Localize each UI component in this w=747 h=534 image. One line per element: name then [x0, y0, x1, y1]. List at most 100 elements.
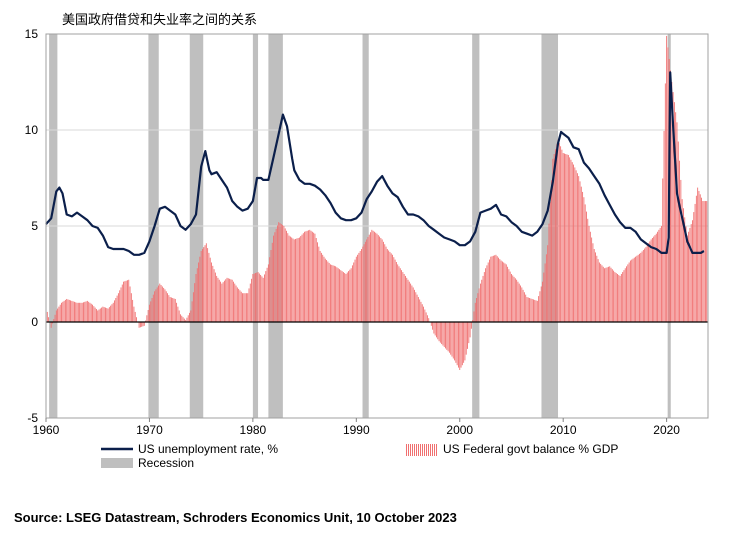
balance-bar: [261, 276, 263, 322]
balance-bar: [610, 267, 612, 322]
balance-bar: [573, 164, 574, 322]
balance-bar: [399, 268, 401, 322]
balance-bar: [675, 112, 677, 323]
balance-bar: [150, 301, 152, 322]
balance-bar: [112, 302, 114, 322]
balance-bar: [465, 322, 467, 355]
balance-bar: [148, 304, 150, 322]
balance-bar: [412, 287, 414, 322]
balance-bar: [591, 237, 593, 322]
balance-bar: [90, 303, 92, 322]
balance-bar: [522, 289, 524, 322]
legend-balance-stripe: [414, 444, 415, 456]
balance-bar: [416, 294, 418, 322]
balance-bar: [260, 274, 262, 322]
balance-bar: [194, 283, 196, 322]
balance-bar: [88, 301, 90, 322]
balance-bar: [451, 322, 453, 357]
balance-bar: [437, 322, 439, 340]
balance-bar: [512, 275, 514, 322]
balance-bar: [403, 274, 405, 322]
balance-bar: [116, 295, 118, 322]
balance-bar: [439, 322, 441, 343]
balance-bar: [95, 309, 97, 322]
balance-bar: [240, 291, 242, 322]
balance-bar: [314, 233, 316, 322]
balance-bar: [190, 310, 192, 322]
balance-bar: [132, 299, 134, 322]
balance-bar: [169, 297, 171, 322]
balance-bar: [295, 238, 296, 322]
balance-bar: [218, 279, 220, 322]
balance-bar: [695, 195, 697, 322]
balance-bar: [348, 271, 350, 322]
balance-bar: [269, 257, 271, 322]
balance-bar: [98, 309, 100, 322]
balance-bar: [86, 300, 88, 322]
balance-bar: [531, 298, 533, 322]
balance-bar: [76, 302, 78, 322]
balance-bar: [482, 275, 484, 322]
balance-bar: [172, 298, 174, 322]
balance-bar: [373, 231, 375, 322]
plot-frame: [45, 33, 709, 419]
balance-bar: [402, 272, 404, 322]
balance-bar: [376, 233, 378, 322]
balance-bar: [211, 262, 212, 322]
balance-bar: [611, 269, 613, 322]
x-tick-label: 2020: [653, 423, 680, 437]
balance-bar: [456, 322, 458, 366]
balance-bar: [523, 292, 525, 322]
balance-bar: [164, 289, 166, 322]
balance-bar: [564, 153, 565, 322]
balance-bar: [301, 234, 303, 322]
balance-bar: [52, 322, 53, 324]
balance-bar: [657, 231, 659, 322]
legend-recession-swatch: [101, 458, 133, 468]
balance-bar: [372, 230, 374, 322]
balance-bar: [317, 242, 318, 322]
balance-bar: [274, 232, 276, 322]
balance-bar: [485, 268, 487, 322]
x-tick-label: 2000: [446, 423, 473, 437]
balance-bar: [486, 265, 488, 322]
balance-bar: [73, 301, 75, 322]
balance-bar: [543, 272, 545, 322]
balance-bar: [315, 238, 317, 322]
balance-bar: [145, 320, 147, 322]
balance-bar: [467, 322, 468, 349]
balance-bar: [569, 157, 571, 322]
legend-balance-stripe: [406, 444, 407, 456]
balance-bar: [583, 197, 585, 322]
balance-bar: [200, 250, 202, 322]
balance-bar: [576, 173, 578, 322]
balance-bar: [595, 252, 596, 322]
balance-bar: [417, 297, 419, 322]
balance-bar: [438, 322, 440, 342]
balance-bar: [204, 245, 206, 322]
balance-bar: [517, 281, 519, 322]
balance-bar: [368, 234, 370, 322]
balance-bar: [381, 239, 383, 322]
balance-bar: [340, 270, 342, 322]
balance-bar: [620, 274, 622, 322]
balance-bar: [598, 262, 600, 322]
balance-bar: [659, 227, 661, 322]
balance-bar: [102, 306, 104, 322]
balance-bar: [81, 302, 83, 322]
x-tick-label: 1980: [240, 423, 267, 437]
balance-bar: [336, 267, 338, 322]
balance-bar: [658, 229, 660, 322]
balance-bar: [243, 293, 245, 322]
balance-bar: [248, 288, 250, 322]
y-tick-label: 10: [25, 123, 39, 137]
legend-balance-stripe: [432, 444, 433, 456]
balance-bar: [333, 265, 335, 322]
balance-bar: [575, 170, 577, 322]
balance-bar: [648, 243, 649, 322]
balance-bar: [173, 298, 175, 322]
balance-bar: [639, 253, 640, 322]
balance-bar: [235, 285, 237, 322]
legend: US unemployment rate, % US Federal govt …: [101, 442, 618, 470]
balance-bar: [636, 255, 638, 322]
